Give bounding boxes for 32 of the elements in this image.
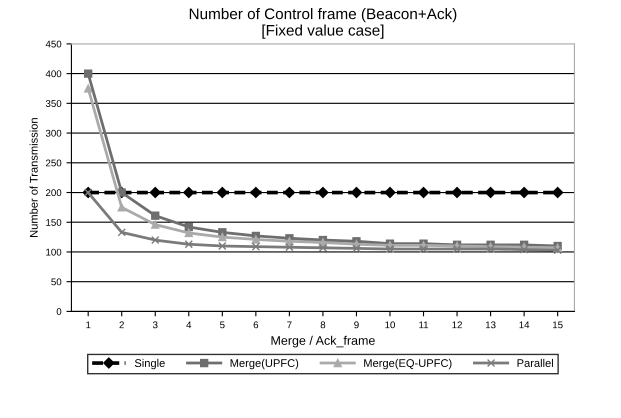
y-axis-title: Number of Transmission xyxy=(30,118,38,237)
x-tick-label: 15 xyxy=(552,321,563,328)
x-tick-label: 7 xyxy=(287,321,292,328)
x-tick-label: 13 xyxy=(486,321,496,328)
legend-label: Single xyxy=(134,358,165,370)
y-tick-label: 150 xyxy=(46,218,62,226)
x-tick-label: 11 xyxy=(419,321,428,328)
x-tick-label: 1 xyxy=(86,321,90,328)
legend-label: Merge(UPFC) xyxy=(230,358,298,370)
y-tick-label: 350 xyxy=(46,100,62,107)
y-tick-label: 200 xyxy=(46,189,62,196)
x-tick-label: 5 xyxy=(220,321,225,328)
y-tick-label: 400 xyxy=(46,70,62,78)
x-tick-label: 4 xyxy=(186,321,192,328)
legend-label: Merge(EQ-UPFC) xyxy=(364,358,452,370)
x-tick-label: 2 xyxy=(120,321,124,328)
x-tick-label: 14 xyxy=(519,321,530,328)
x-tick-label: 3 xyxy=(152,321,158,328)
y-tick-label: 450 xyxy=(46,40,62,48)
x-axis-title: Merge / Ack_frame xyxy=(271,336,375,348)
chart-title: Number of Control frame (Beacon+Ack) [Fixed value case] xyxy=(190,8,456,39)
y-tick-label: 100 xyxy=(46,248,62,256)
x-tick-label: 6 xyxy=(254,321,258,328)
x-tick-label: 12 xyxy=(452,321,462,328)
y-tick-label: 250 xyxy=(46,160,62,166)
x-tick-label: 10 xyxy=(385,321,396,328)
x-tick-label: 9 xyxy=(354,321,359,328)
y-tick-label: 300 xyxy=(46,130,62,137)
y-tick-label: 0 xyxy=(56,308,62,316)
x-tick-label: 8 xyxy=(320,321,326,328)
y-tick-label: 50 xyxy=(51,278,62,286)
legend-label: Parallel xyxy=(518,358,553,368)
